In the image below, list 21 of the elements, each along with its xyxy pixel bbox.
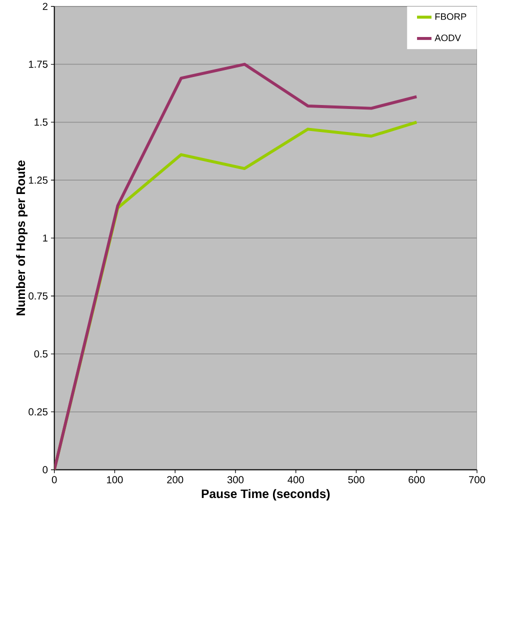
x-tick-label: 0 <box>52 476 57 484</box>
y-tick-label: 0.75 <box>28 292 48 300</box>
x-tick-label: 200 <box>167 476 184 484</box>
y-tick-label: 0.5 <box>34 350 48 358</box>
legend-label: FBORP <box>436 13 466 20</box>
y-tick-label: 1 <box>43 234 48 242</box>
x-tick-label: 400 <box>288 476 304 484</box>
x-axis-title: Pause Time (seconds) <box>202 489 330 501</box>
y-tick-label: 1.25 <box>29 176 48 184</box>
x-tick-label: 600 <box>408 476 425 484</box>
legend-label: AODV <box>434 34 462 42</box>
x-tick-label: 300 <box>228 476 244 484</box>
x-tick-label: 700 <box>469 476 486 484</box>
x-tick-label: 100 <box>107 476 124 484</box>
y-tick-label: 2 <box>43 2 48 10</box>
x-tick-label: 500 <box>348 476 365 484</box>
y-tick-label: 1.5 <box>34 118 48 126</box>
y-tick-label: 0 <box>42 466 48 474</box>
y-tick-label: 0.25 <box>28 408 48 416</box>
y-tick-label: 1.75 <box>29 60 48 68</box>
y-axis-title: Number of Hops per Route <box>16 160 28 316</box>
